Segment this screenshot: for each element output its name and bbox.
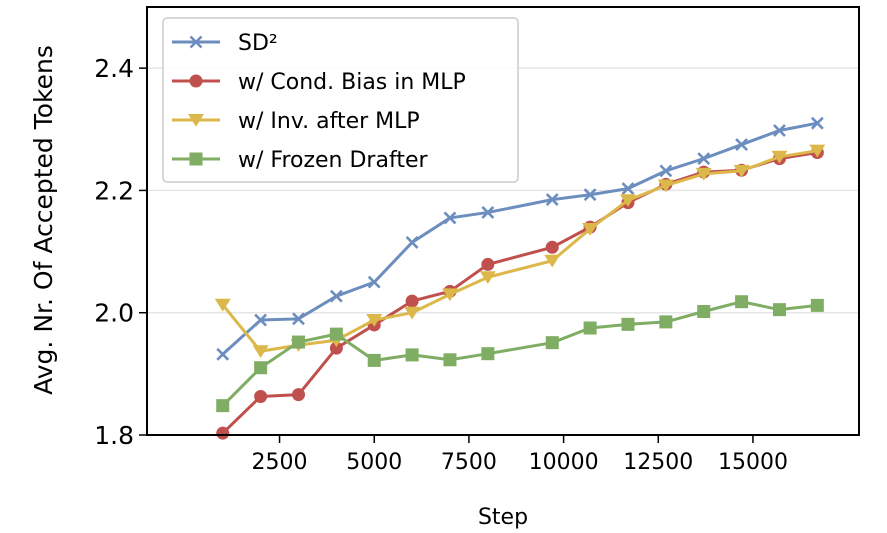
legend-entry: w/ Inv. after MLP [172, 109, 420, 134]
legend-marker [189, 35, 203, 49]
data-point [544, 254, 561, 268]
data-point [735, 138, 749, 151]
x-tick-label: 5000 [346, 450, 402, 475]
data-point [481, 347, 495, 361]
y-tick-label: 1.8 [94, 421, 134, 450]
data-point [405, 348, 419, 362]
plot-frame [146, 6, 860, 436]
data-point [545, 240, 559, 254]
data-point [697, 152, 711, 166]
legend-label: w/ Inv. after MLP [238, 109, 420, 134]
legend-marker [189, 152, 203, 166]
x-tick-label: 10000 [529, 450, 599, 475]
data-point [697, 304, 711, 318]
series-4 [216, 295, 824, 413]
data-point [772, 303, 786, 317]
data-point [291, 388, 305, 402]
legend-label: SD² [238, 31, 278, 56]
legend-label: w/ Cond. Bias in MLP [238, 70, 466, 95]
data-point [252, 345, 269, 359]
data-point [733, 164, 750, 178]
data-point [582, 222, 599, 236]
series-layer [214, 116, 826, 440]
series-line [221, 149, 818, 353]
data-point [657, 179, 674, 193]
data-point [773, 124, 786, 137]
legend-box [162, 17, 519, 183]
data-point [545, 193, 559, 207]
data-point [367, 353, 381, 367]
data-point [443, 353, 457, 367]
data-point [216, 347, 230, 361]
legend-entry: w/ Frozen Drafter [172, 148, 428, 173]
y-tick-label: 2.2 [94, 176, 134, 205]
data-point [771, 150, 788, 164]
data-point [810, 298, 824, 312]
legend-marker [188, 114, 204, 127]
data-point [735, 295, 749, 309]
data-point [443, 211, 457, 225]
data-point [329, 341, 343, 355]
x-axis-title: Step [478, 505, 528, 530]
series-line [221, 121, 818, 356]
data-point [405, 294, 419, 308]
data-point [404, 306, 421, 320]
data-point [405, 235, 419, 249]
data-point [216, 426, 230, 440]
data-point [481, 206, 495, 219]
series-1 [216, 116, 824, 361]
data-point [481, 257, 495, 271]
data-point [291, 335, 305, 349]
data-point [621, 317, 635, 331]
data-point [545, 336, 559, 350]
data-point [810, 116, 824, 130]
series-line [221, 151, 818, 435]
legend-marker [189, 74, 203, 88]
y-axis: 1.8 2.0 2.2 2.4 [94, 54, 147, 450]
x-tick-label: 7500 [441, 450, 497, 475]
data-point [254, 313, 268, 327]
data-point [329, 327, 343, 341]
data-point [254, 389, 268, 403]
data-point [659, 315, 673, 329]
data-point [216, 399, 230, 413]
data-point [583, 321, 597, 335]
data-point [619, 194, 636, 208]
series-line [221, 300, 818, 407]
legend-entry: w/ Cond. Bias in MLP [172, 70, 466, 95]
legend-entry: SD² [172, 31, 278, 56]
y-tick-label: 2.0 [94, 299, 134, 328]
data-point [366, 314, 383, 327]
data-point [214, 298, 231, 312]
x-tick-label: 12500 [623, 450, 693, 475]
x-tick-label: 15000 [718, 450, 788, 475]
data-point [292, 312, 305, 326]
data-point [254, 361, 268, 375]
x-axis: 2500 5000 7500 10000 12500 15000 [252, 435, 788, 475]
x-tick-label: 2500 [252, 450, 308, 475]
legend: SD² w/ Cond. Bias in MLP w/ Inv. after MLP… [162, 17, 519, 183]
legend-label: w/ Frozen Drafter [238, 148, 428, 173]
data-point [441, 288, 458, 302]
data-point [809, 144, 826, 158]
data-point [479, 271, 496, 285]
data-point [367, 275, 381, 289]
data-point [583, 188, 597, 202]
y-tick-label: 2.4 [94, 54, 134, 83]
data-point [695, 167, 712, 181]
data-point [621, 182, 635, 196]
data-point [329, 289, 343, 303]
y-axis-title: Avg. Nr. Of Accepted Tokens [29, 45, 58, 395]
data-point [659, 164, 673, 178]
